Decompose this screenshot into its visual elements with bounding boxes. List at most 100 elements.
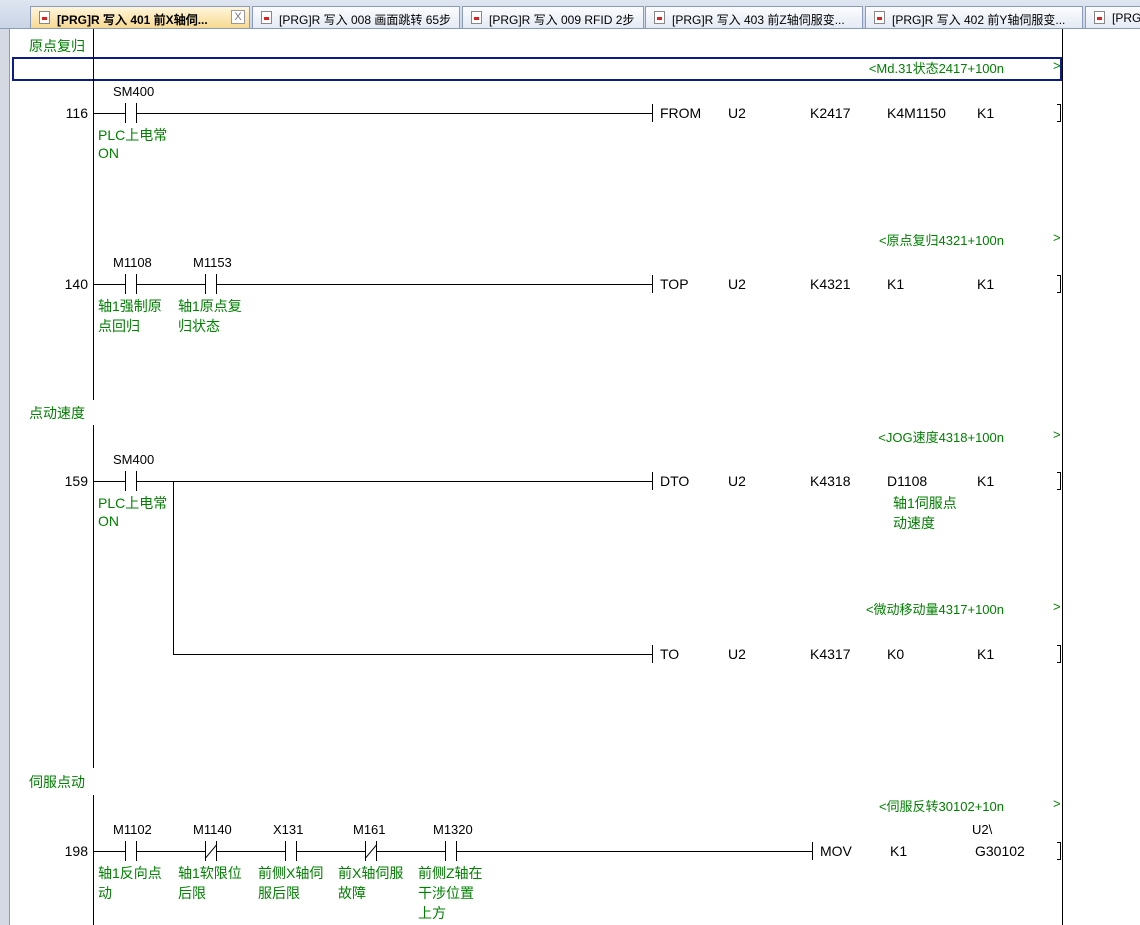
instr-operand: U2 (728, 646, 746, 662)
section-title: 原点复归 (29, 38, 85, 54)
tab-bar: [PRG]R 写入 401 前X轴伺... X [PRG]R 写入 008 画面跳转… (0, 0, 1140, 29)
contact-device: M1108 (113, 255, 152, 270)
contact-NC (205, 841, 206, 861)
contact-NO (125, 274, 126, 294)
tab-label: [PRG]R 写入 008 画面跳转 65步 (279, 13, 452, 27)
contact-NO (445, 841, 446, 861)
instr-operand: K1 (887, 276, 905, 292)
device-comment: 轴1软限位 (178, 865, 242, 881)
rung-wire (216, 284, 652, 285)
device-comment: 后限 (178, 885, 206, 901)
instr-bracket-left (652, 645, 653, 663)
instr-bracket-right (1057, 275, 1061, 293)
comment-arrow: > (1053, 599, 1061, 614)
rung-wire (376, 851, 445, 852)
contact-device: M1320 (433, 822, 473, 837)
contact-NO (125, 471, 126, 491)
rung-wire (93, 481, 125, 482)
instr-operand: K4M1150 (887, 105, 946, 121)
instr-operand: U2 (728, 105, 746, 121)
instruction-comment: <JOG速度4318+100n (878, 430, 1004, 445)
instruction-comment: <伺服反转30102+10n (878, 799, 1004, 814)
contact-NC (365, 841, 366, 861)
comment-arrow: > (1053, 796, 1061, 811)
operand-comment: 轴1伺服点 (893, 495, 957, 511)
comment-arrow: > (1053, 58, 1061, 73)
device-comment: ON (98, 145, 119, 161)
instr-operand: D1108 (887, 473, 928, 489)
device-comment: 轴1强制原 (98, 298, 162, 314)
left-power-rail (93, 29, 94, 400)
operand-comment: 动速度 (893, 515, 935, 531)
close-icon[interactable]: X (231, 10, 245, 24)
rung-wire (456, 851, 812, 852)
program-file-icon (654, 11, 665, 24)
step-number: 140 (64, 276, 88, 292)
instr-operand: G30102 (975, 843, 1025, 859)
tab-label: [PRG]R 写入 401 前X轴伺... (57, 13, 208, 27)
instruction-comment: <微动移动量4317+100n (865, 602, 1004, 617)
rung-wire (93, 113, 125, 114)
device-comment: 服后限 (258, 885, 300, 901)
instr-bracket-right (1057, 645, 1061, 663)
instr-operand: K1 (977, 646, 995, 662)
operand-prefix: U2\ (972, 822, 993, 837)
instruction-comment: <Md.31状态2417+100n (868, 61, 1004, 76)
contact-device: M161 (353, 822, 386, 837)
rung-wire (136, 113, 652, 114)
rung-wire (216, 851, 285, 852)
device-comment: 前侧Z轴在 (418, 865, 483, 881)
instr-bracket-left (652, 472, 653, 490)
contact-NO (205, 274, 206, 294)
instr-operand: K2417 (810, 105, 851, 121)
tab-label: [PRG]R 写入 009 RFID 2步 (489, 13, 635, 27)
instr-bracket-left (652, 275, 653, 293)
rung-wire (93, 284, 125, 285)
instr-bracket-right (1057, 472, 1061, 490)
tab[interactable]: [PRG]R 写入 008 画面跳转 65步 (252, 6, 460, 28)
device-comment: 点回归 (98, 318, 140, 334)
contact-device: X131 (273, 822, 304, 837)
contact-NO (125, 103, 126, 123)
comment-arrow: > (1053, 427, 1061, 442)
instr-operand: K0 (887, 646, 905, 662)
rung-wire (173, 654, 652, 655)
left-power-rail (93, 795, 94, 925)
program-file-icon (471, 11, 482, 24)
tab[interactable]: [PRG (1085, 6, 1140, 28)
device-comment: PLC上电常 (98, 127, 168, 143)
tab[interactable]: [PRG]R 写入 403 前Z轴伺服变... (645, 6, 863, 28)
program-file-icon (39, 11, 50, 24)
tab-label: [PRG (1112, 11, 1140, 25)
selected-row-cursor[interactable] (12, 57, 1062, 81)
device-comment: 前X轴伺服 (338, 865, 404, 881)
device-comment: 前侧X轴伺 (258, 865, 324, 881)
rung-wire (136, 851, 205, 852)
tab[interactable]: [PRG]R 写入 009 RFID 2步 (462, 6, 644, 28)
instr-operand: TOP (660, 276, 689, 292)
tab[interactable]: [PRG]R 写入 402 前Y轴伺服变... (865, 6, 1083, 28)
section-title: 点动速度 (29, 405, 85, 421)
contact-device: M1153 (193, 255, 232, 270)
contact-NO (125, 841, 126, 861)
instr-operand: FROM (660, 105, 702, 121)
device-comment: 轴1原点复 (178, 298, 242, 314)
instr-operand: U2 (728, 276, 746, 292)
left-power-rail (93, 425, 94, 768)
step-number: 198 (64, 843, 88, 859)
contact-device: SM400 (113, 452, 155, 467)
program-file-icon (1094, 11, 1105, 24)
tab-label: [PRG]R 写入 402 前Y轴伺服变... (892, 13, 1066, 27)
device-comment: 故障 (338, 885, 366, 901)
instr-operand: K4318 (810, 473, 851, 489)
device-comment: 干涉位置 (418, 885, 474, 901)
instr-operand: K1 (890, 843, 908, 859)
contact-NO (285, 841, 286, 861)
instr-operand: U2 (728, 473, 746, 489)
tab[interactable]: [PRG]R 写入 401 前X轴伺... X (30, 6, 250, 28)
contact-device: M1140 (193, 822, 232, 837)
instr-bracket-right (1057, 842, 1061, 860)
rung-wire (93, 851, 125, 852)
device-comment: 上方 (418, 905, 446, 921)
program-file-icon (874, 11, 885, 24)
